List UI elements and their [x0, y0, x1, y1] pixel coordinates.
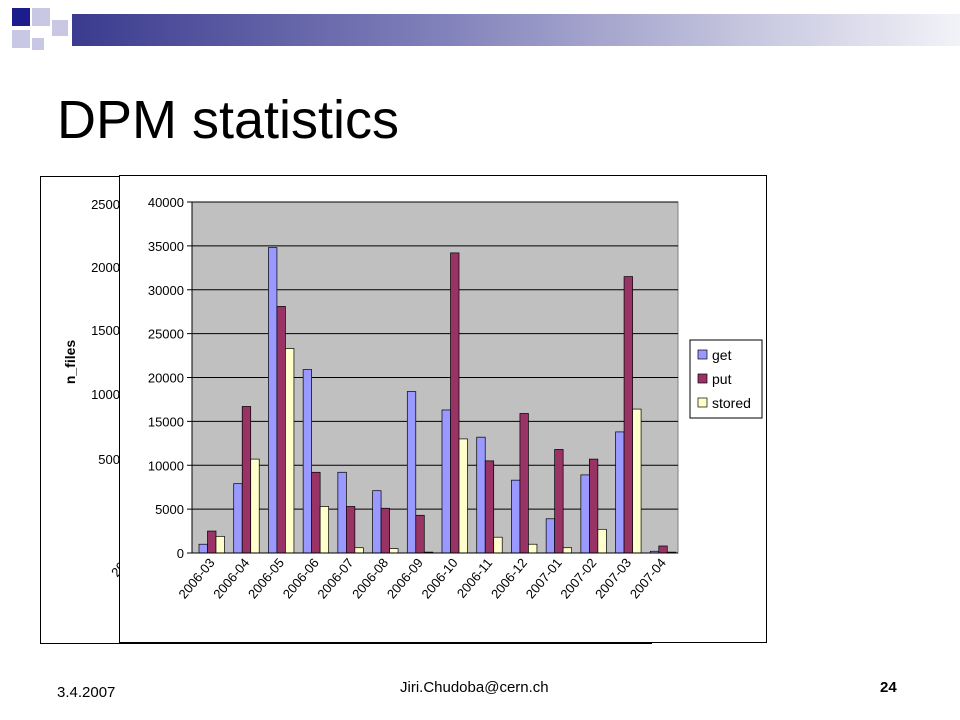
- bar-stored: [215, 535, 225, 554]
- legend-label-stored: stored: [712, 395, 751, 411]
- bar-stored: [389, 548, 399, 554]
- bar-put: [589, 458, 599, 554]
- bar-get: [233, 483, 243, 554]
- y-tick-label: 5000: [155, 502, 184, 517]
- x-tick-label: 2006-09: [384, 555, 426, 601]
- x-tick-label: 2006-04: [210, 555, 252, 601]
- background-chart-tick: 2500: [91, 197, 120, 212]
- bar-put: [450, 252, 460, 554]
- x-tick-label: 2006-10: [418, 555, 460, 601]
- bar-put: [554, 449, 564, 554]
- background-chart-tick: 500: [98, 452, 120, 467]
- header-bar: [72, 14, 960, 46]
- slide-title: DPM statistics: [57, 90, 400, 150]
- logo-square-light: [12, 30, 30, 48]
- bar-get: [615, 431, 625, 554]
- background-chart-tick: 1500: [91, 323, 120, 338]
- y-tick-label: 30000: [148, 283, 184, 298]
- background-chart-ylabel: n_files: [62, 339, 78, 385]
- bar-put: [623, 276, 633, 554]
- page-number: 24: [880, 679, 897, 696]
- bar-stored: [354, 547, 364, 554]
- bar-stored: [319, 506, 329, 554]
- legend-swatch-put: [697, 373, 708, 384]
- background-chart-tick: 2000: [91, 260, 120, 275]
- bar-put: [658, 545, 668, 554]
- bar-stored: [528, 543, 538, 554]
- bar-put: [484, 460, 495, 554]
- bar-put: [346, 506, 356, 554]
- y-tick-label: 20000: [148, 371, 184, 386]
- footer-date: 3.4.2007: [57, 684, 116, 701]
- bar-get: [302, 369, 312, 554]
- bar-stored: [493, 536, 503, 554]
- bar-get: [372, 490, 382, 554]
- bar-get: [268, 247, 278, 554]
- bar-chart-svg: 0 5000 10000 15000 20000 25000 30000 35000 40000…: [148, 195, 763, 601]
- bar-get: [406, 391, 417, 554]
- logo-square-dark: [12, 8, 30, 26]
- bar-stored: [458, 438, 468, 554]
- legend-swatch-get: [697, 349, 708, 360]
- y-tick-label: 35000: [148, 239, 184, 254]
- bar-stored: [562, 547, 572, 554]
- x-tick-label: 2007-01: [523, 555, 565, 601]
- bar-get: [198, 543, 208, 554]
- background-chart-tick: 1000: [91, 387, 120, 402]
- x-tick-label: 2006-12: [488, 555, 530, 601]
- bar-stored: [597, 528, 607, 554]
- bar-put: [380, 507, 390, 554]
- x-tick-label: 2007-02: [557, 555, 599, 601]
- legend-label-put: put: [712, 371, 732, 387]
- bar-put: [207, 530, 217, 554]
- footer-email: Jiri.Chudoba@cern.ch: [400, 679, 549, 696]
- x-tick-label: 2006-05: [245, 555, 287, 601]
- x-tick-label: 2006-03: [175, 555, 217, 601]
- bar-get: [545, 518, 555, 554]
- bar-get: [441, 409, 451, 554]
- y-tick-label: 10000: [148, 458, 184, 473]
- bar-chart: 0 5000 10000 15000 20000 25000 30000 35000 40000…: [119, 175, 767, 643]
- bar-put: [311, 471, 321, 554]
- x-tick-label: 2007-03: [592, 555, 634, 601]
- y-tick-label: 25000: [148, 327, 184, 342]
- x-tick-label: 2006-06: [280, 555, 322, 601]
- x-tick-label: 2006-07: [314, 555, 356, 601]
- x-tick-label: 2007-04: [627, 555, 669, 601]
- bar-put: [415, 514, 425, 554]
- bar-get: [476, 436, 486, 554]
- y-tick-label: 15000: [148, 414, 184, 429]
- x-tick-label: 2006-08: [349, 555, 391, 601]
- legend-swatch-stored: [697, 397, 708, 408]
- logo-square-light: [32, 8, 50, 26]
- bar-stored: [632, 408, 642, 554]
- bar-get: [580, 474, 590, 554]
- bar-get: [337, 471, 347, 554]
- logo-square-light: [52, 20, 68, 36]
- y-tick-label: 40000: [148, 195, 184, 210]
- logo-square-light: [32, 38, 44, 50]
- bar-put: [519, 413, 529, 554]
- bar-put: [241, 406, 252, 554]
- bar-stored: [250, 458, 260, 554]
- y-tick-label: 0: [177, 546, 184, 561]
- bar-get: [511, 479, 521, 554]
- bar-stored: [285, 348, 295, 554]
- bar-put: [276, 306, 286, 554]
- legend-label-get: get: [712, 347, 732, 363]
